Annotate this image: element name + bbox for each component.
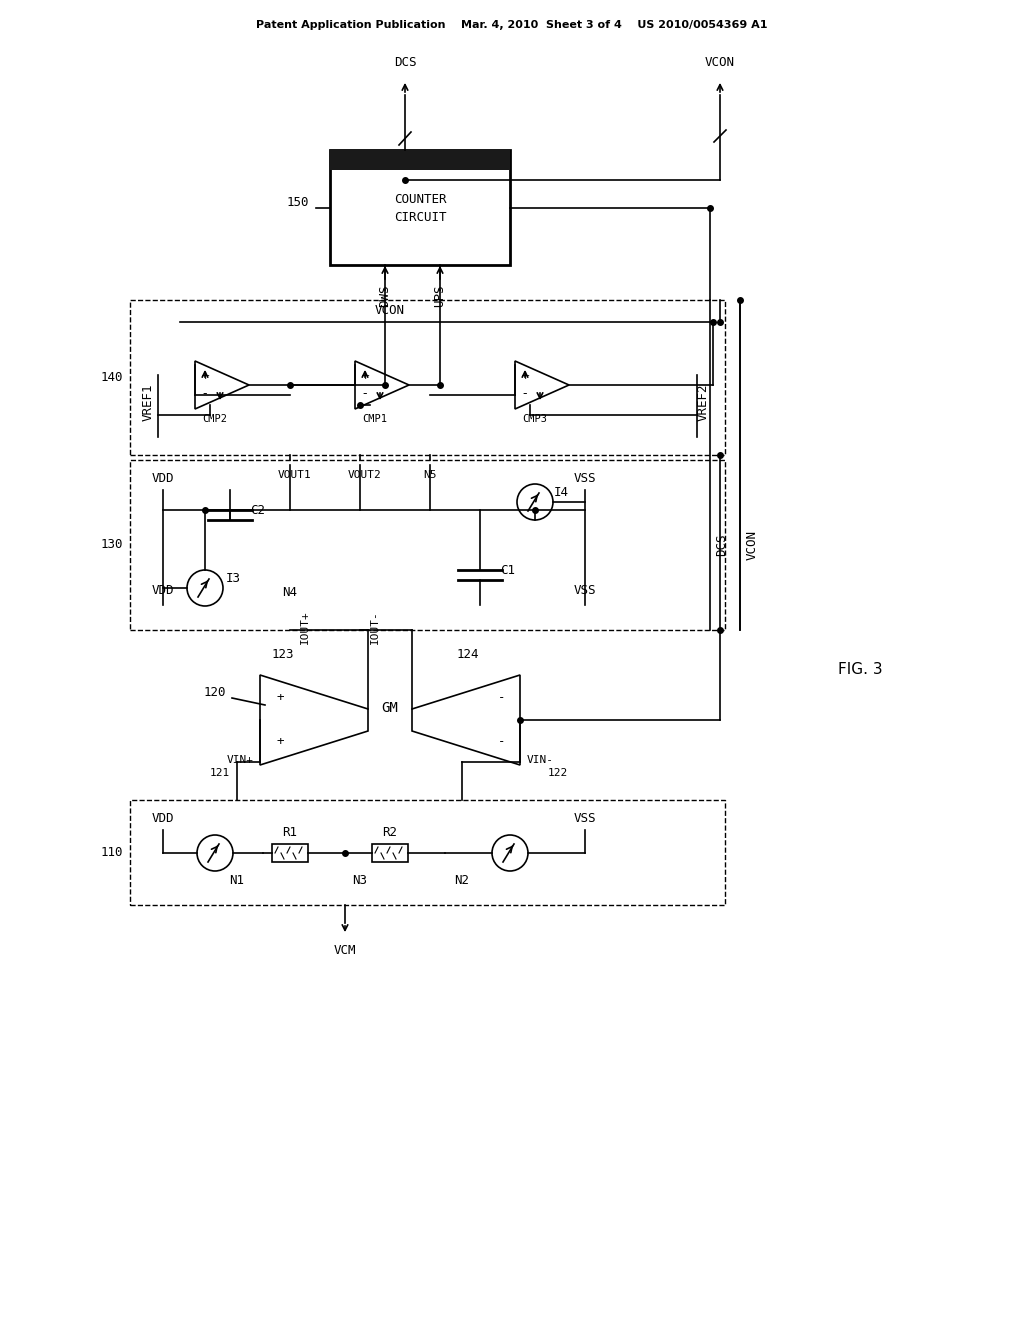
- Text: +: +: [360, 371, 370, 381]
- Text: VDD: VDD: [152, 812, 174, 825]
- Text: DCS: DCS: [394, 55, 416, 69]
- Text: +: +: [201, 371, 210, 381]
- Text: -: -: [362, 387, 368, 400]
- Text: VREF1: VREF1: [141, 383, 155, 421]
- Text: CIRCUIT: CIRCUIT: [394, 211, 446, 224]
- Text: IOUT+: IOUT+: [300, 610, 310, 644]
- Bar: [130, 300, 725, 455]
- Text: 140: 140: [100, 371, 123, 384]
- Text: 122: 122: [548, 768, 568, 777]
- Text: -: -: [522, 387, 527, 400]
- Text: VCON: VCON: [375, 304, 406, 317]
- Bar: [372, 843, 408, 862]
- Bar: [130, 800, 725, 906]
- Text: CMP3: CMP3: [522, 414, 548, 424]
- Text: VOUT2: VOUT2: [348, 470, 382, 480]
- Text: VCM: VCM: [334, 944, 356, 957]
- Text: VSS: VSS: [573, 583, 596, 597]
- Bar: [130, 459, 725, 630]
- Text: +: +: [520, 371, 529, 381]
- Text: -: -: [203, 387, 207, 400]
- Bar: [330, 150, 510, 265]
- Text: C1: C1: [501, 564, 515, 577]
- Text: R2: R2: [383, 826, 397, 840]
- Text: 150: 150: [287, 195, 309, 209]
- Text: VDD: VDD: [152, 583, 174, 597]
- Text: GM: GM: [382, 701, 398, 715]
- Text: VSS: VSS: [573, 812, 596, 825]
- Text: DCS: DCS: [716, 533, 728, 556]
- Text: I4: I4: [554, 486, 568, 499]
- Bar: [330, 150, 510, 170]
- Text: 121: 121: [210, 768, 230, 777]
- Text: VIN+: VIN+: [226, 755, 254, 766]
- Text: VDD: VDD: [152, 471, 174, 484]
- Text: 123: 123: [271, 648, 294, 661]
- Text: UPS: UPS: [433, 285, 446, 308]
- Text: FIG. 3: FIG. 3: [838, 663, 883, 677]
- Text: -: -: [499, 692, 506, 705]
- Text: COUNTER: COUNTER: [394, 193, 446, 206]
- Text: 120: 120: [204, 685, 226, 698]
- Text: +: +: [276, 735, 284, 748]
- Text: VSS: VSS: [573, 471, 596, 484]
- Text: R1: R1: [283, 826, 298, 840]
- Text: VIN-: VIN-: [526, 755, 554, 766]
- Text: 130: 130: [100, 539, 123, 552]
- Text: VCON: VCON: [705, 55, 735, 69]
- Text: 110: 110: [100, 846, 123, 859]
- Text: I3: I3: [225, 572, 241, 585]
- Text: N3: N3: [352, 874, 368, 887]
- Text: VREF2: VREF2: [696, 383, 710, 421]
- Text: 124: 124: [457, 648, 479, 661]
- Text: DWS: DWS: [379, 285, 391, 308]
- Text: N1: N1: [229, 874, 245, 887]
- Text: VOUT1: VOUT1: [279, 470, 312, 480]
- Text: IOUT-: IOUT-: [370, 610, 380, 644]
- Text: -: -: [499, 735, 506, 748]
- Text: Patent Application Publication    Mar. 4, 2010  Sheet 3 of 4    US 2010/0054369 : Patent Application Publication Mar. 4, 2…: [256, 20, 768, 30]
- Text: N4: N4: [283, 586, 298, 598]
- Bar: [272, 843, 308, 862]
- Text: CMP2: CMP2: [203, 414, 227, 424]
- Text: CMP1: CMP1: [362, 414, 387, 424]
- Text: +: +: [276, 692, 284, 705]
- Text: N5: N5: [423, 470, 437, 480]
- Text: VCON: VCON: [745, 531, 759, 560]
- Text: C2: C2: [251, 503, 265, 516]
- Text: N2: N2: [455, 874, 469, 887]
